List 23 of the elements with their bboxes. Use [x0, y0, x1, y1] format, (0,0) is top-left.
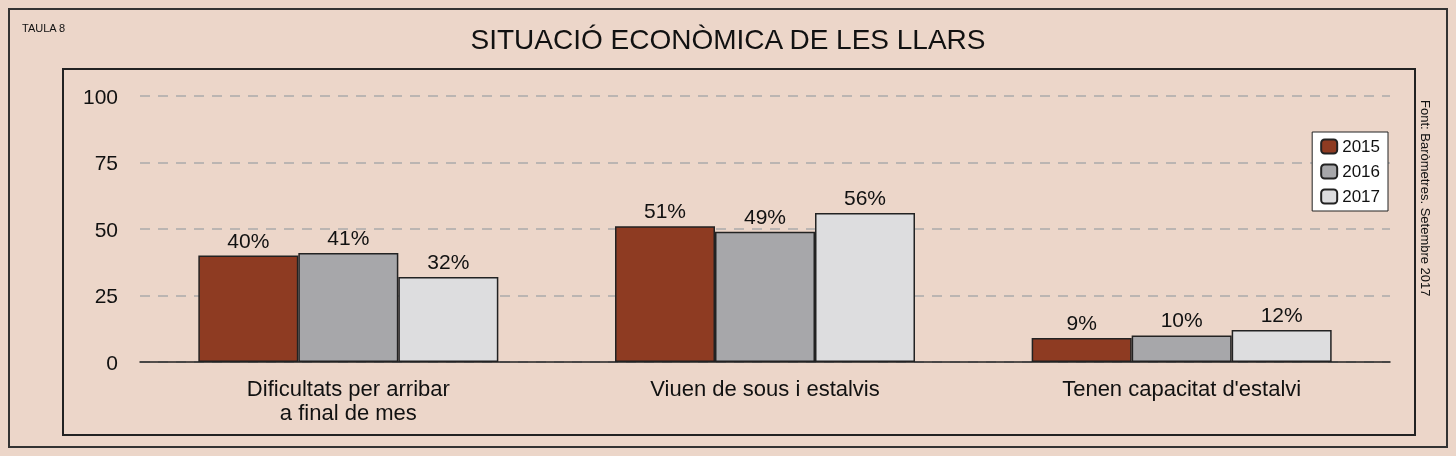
x-tick-label: Tenen capacitat d'estalvi — [1062, 375, 1302, 401]
data-label: 32% — [427, 249, 470, 273]
y-tick-label: 100 — [82, 84, 118, 108]
x-tick-label: Dificultats per arribar a final de mes — [246, 375, 450, 425]
text: TAULA 8 — [22, 21, 66, 34]
data-label: 40% — [227, 228, 270, 252]
text: Font: Baròmetres. Setembre 2017 — [1418, 100, 1433, 297]
y-tick-label: 0 — [106, 350, 118, 374]
legend-label: 2017 — [1342, 187, 1381, 206]
data-label: 49% — [743, 204, 787, 228]
data-label: 9% — [1066, 311, 1097, 335]
data-label: 12% — [1260, 303, 1303, 327]
y-tick-label: 50 — [94, 217, 118, 241]
data-label: 41% — [327, 225, 370, 249]
data-label: 56% — [843, 186, 887, 210]
data-label: 10% — [1160, 308, 1203, 332]
x-tick-label: Viuen de sous i estalvis — [650, 375, 880, 401]
data-label: 51% — [643, 199, 687, 223]
y-tick-label: 75 — [94, 151, 118, 174]
legend-label: 2015 — [1342, 137, 1381, 156]
chart-title: SITUACIÓ ECONÒMICA DE LES LLARS — [470, 23, 986, 55]
y-tick-label: 25 — [94, 284, 118, 307]
legend-label: 2016 — [1342, 162, 1381, 181]
